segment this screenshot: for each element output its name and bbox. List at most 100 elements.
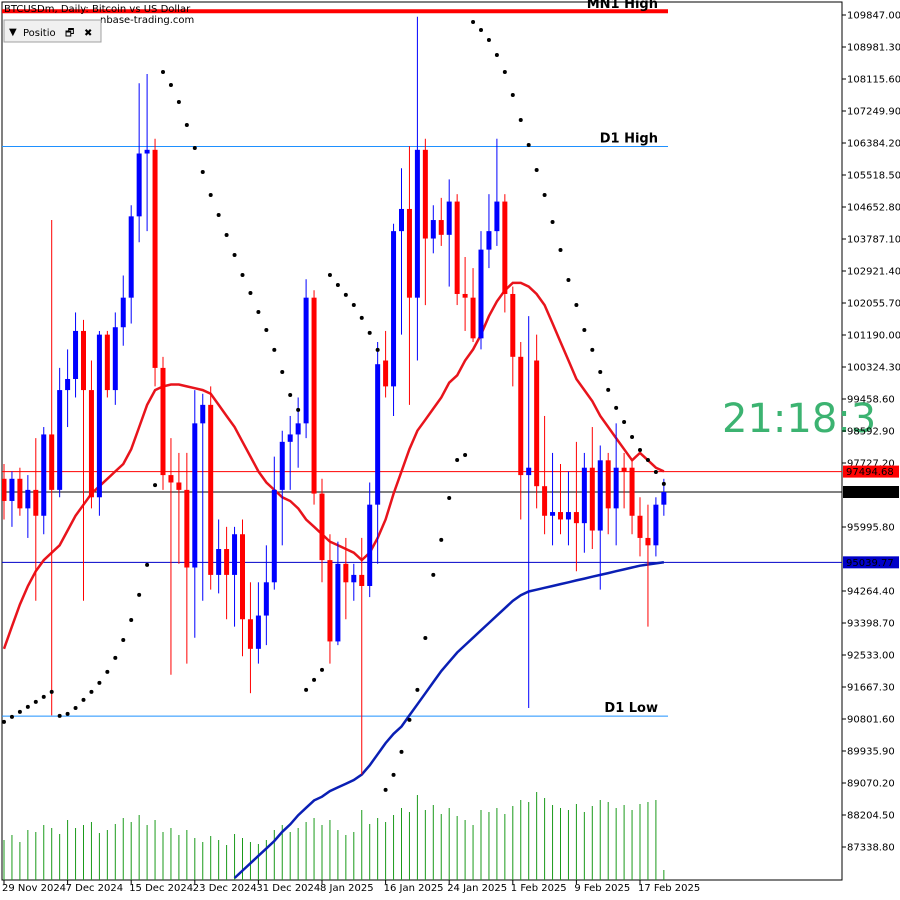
candle-body (232, 534, 238, 575)
candle-body (565, 512, 571, 520)
sar-dot (280, 369, 285, 374)
sar-dot (176, 99, 181, 104)
sar-dot (479, 28, 483, 33)
candle-body (247, 619, 253, 649)
candle-body (224, 549, 230, 575)
sar-dot (248, 290, 253, 295)
candle-body (518, 356, 524, 476)
sar-dot (661, 481, 666, 486)
sar-dot (351, 302, 356, 307)
candle-body (542, 486, 548, 516)
candle-body (152, 149, 158, 368)
sar-dot (391, 772, 396, 777)
x-tick-label: 24 Jan 2025 (447, 883, 507, 894)
candle-body (406, 208, 412, 298)
x-tick-label: 17 Feb 2025 (638, 883, 700, 894)
chart-title: BTCUSDm, Daily: Bitcoin vs US Dollar (4, 4, 191, 15)
sar-dot (439, 537, 444, 542)
candle-body (9, 478, 15, 501)
y-tick-label: 92533.00 (847, 651, 895, 662)
sar-dot (216, 212, 221, 217)
y-tick-label: 94264.40 (847, 587, 895, 598)
candle-body (176, 482, 182, 490)
candle-body (558, 512, 563, 520)
x-tick-label: 7 Dec 2024 (66, 883, 124, 894)
candle-body (629, 467, 635, 516)
sar-dot (447, 495, 452, 500)
candle-body (327, 560, 333, 642)
candle-body (160, 367, 166, 476)
panel-close[interactable]: ✖ (84, 28, 92, 39)
sar-dot (606, 387, 611, 392)
sar-dot (9, 714, 14, 719)
candle-body (88, 390, 94, 498)
candle-body (597, 460, 603, 531)
sar-dot (240, 272, 245, 277)
price-tag-label: 96942.71 (846, 488, 894, 499)
candle-body (208, 404, 214, 575)
y-tick-label: 102055.70 (847, 299, 900, 310)
candle-body (287, 434, 293, 442)
y-tick-label: 108981.30 (847, 43, 900, 54)
y-tick-label: 105518.50 (847, 171, 900, 182)
candle-body (168, 475, 174, 483)
sar-dot (582, 327, 587, 332)
candle-body (255, 615, 261, 649)
sar-dot (49, 689, 54, 694)
candle-body (399, 208, 404, 232)
sar-dot (192, 145, 197, 150)
candle-body (81, 330, 86, 391)
candle-body (263, 582, 269, 616)
y-tick-label: 108115.60 (847, 75, 900, 86)
sar-dot (137, 592, 142, 597)
plot-area (2, 9, 842, 880)
candle-body (33, 489, 39, 516)
y-tick-label: 109847.00 (847, 11, 900, 22)
sar-dot (33, 699, 38, 704)
sar-dot (2, 719, 6, 724)
candle-body (581, 467, 587, 524)
sar-dot (335, 282, 340, 287)
sar-dot (383, 787, 388, 792)
x-tick-label: 8 Jan 2025 (320, 883, 374, 894)
candle-body (383, 360, 389, 387)
candle-body (216, 549, 222, 575)
panel-box[interactable] (3, 19, 102, 43)
y-tick-label: 97727.20 (847, 459, 895, 470)
sar-dot (630, 434, 635, 439)
moving-average (233, 561, 665, 879)
sar-dot (415, 687, 420, 692)
candle-body (550, 512, 556, 516)
candle-body (367, 504, 373, 586)
sar-dot (550, 219, 555, 224)
candle-body (343, 563, 349, 583)
sar-dot (566, 277, 571, 282)
x-tick-label: 23 Dec 2024 (193, 883, 257, 894)
candle-body (73, 330, 79, 379)
y-tick-label: 100324.30 (847, 363, 900, 374)
price-tag (843, 556, 899, 569)
sar-dot (89, 689, 94, 694)
candle-body (49, 434, 55, 490)
price-tag (843, 486, 899, 499)
sar-dot (256, 309, 261, 314)
candle-body (41, 434, 47, 516)
sar-dot (518, 117, 523, 122)
panel-restore[interactable]: 🗗 (65, 28, 74, 39)
candle-body (351, 574, 357, 583)
positions-panel[interactable]: ▼ Positio 🗗 ✖ (3, 19, 102, 43)
sar-dot (168, 82, 173, 87)
candle-body (136, 153, 142, 217)
y-tick-label: 93398.70 (847, 619, 895, 630)
candle-body (303, 297, 309, 424)
moving-average (2, 281, 665, 650)
candle-body (279, 441, 285, 490)
sar-dot (614, 405, 619, 410)
sar-dot (590, 347, 595, 352)
sar-dot (208, 192, 213, 197)
candle-body (200, 404, 206, 424)
sar-dot (200, 169, 205, 174)
plot-frame (1, 1, 843, 881)
candle-body (240, 534, 245, 620)
